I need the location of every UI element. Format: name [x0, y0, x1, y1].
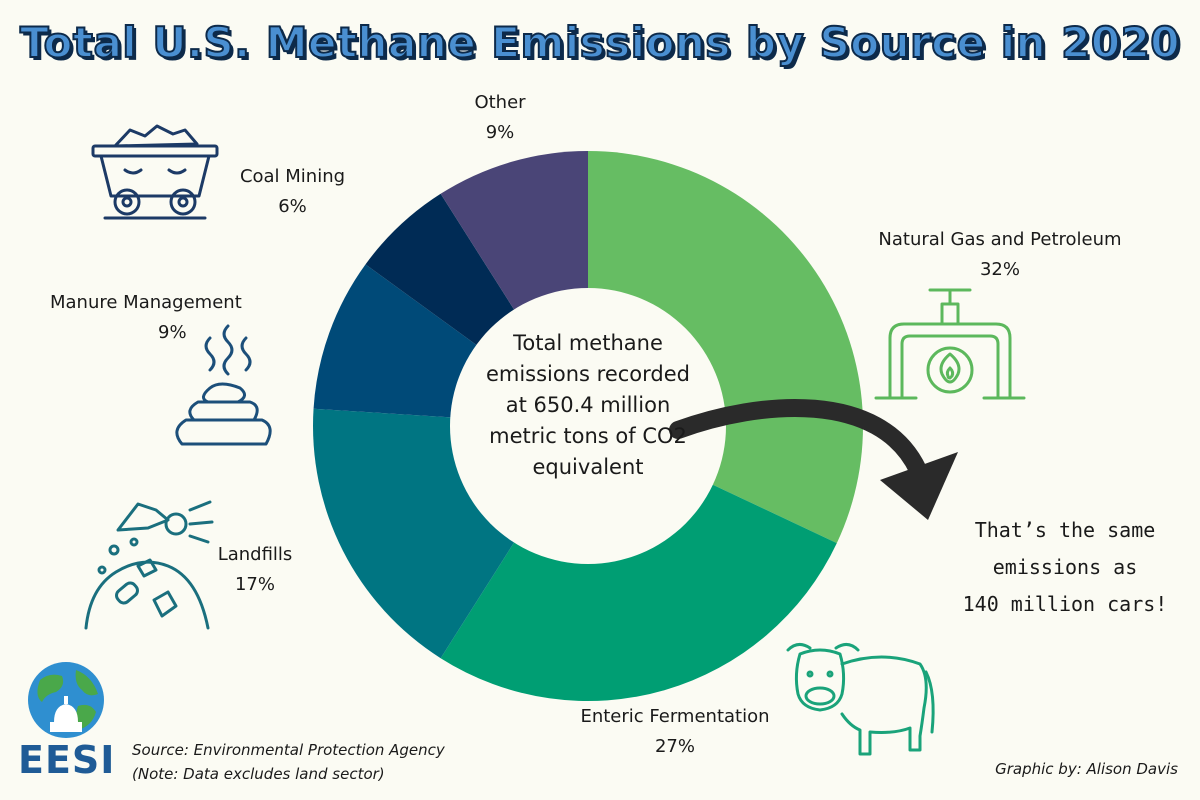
arrow-icon	[669, 398, 958, 520]
eesi-logo: EESI	[18, 738, 116, 782]
center-text: Total methane emissions recorded at 650.…	[485, 331, 691, 479]
pipeline-flame-icon	[874, 288, 1026, 400]
source-note: Source: Environmental Protection Agency …	[132, 741, 445, 783]
donut-hole	[450, 288, 726, 564]
label-other: Other 9%	[474, 92, 526, 143]
label-manure: Manure Management 9%	[50, 292, 242, 343]
label-landfills: Landfills 17%	[217, 544, 293, 595]
cars-note: That’s the same emissions as 140 million…	[962, 518, 1168, 616]
globe-capitol-icon	[28, 662, 104, 738]
label-natural-gas: Natural Gas and Petroleum 32%	[878, 229, 1122, 280]
label-coal-mining: Coal Mining 6%	[239, 166, 346, 217]
label-enteric: Enteric Fermentation 27%	[580, 706, 770, 757]
pie-slice-enteric-fermentation	[440, 426, 837, 701]
graphic-credit: Graphic by: Alison Davis	[995, 760, 1178, 778]
manure-icon	[175, 324, 272, 446]
coal-cart-icon	[91, 124, 219, 220]
landfill-icon	[84, 500, 214, 630]
cow-icon	[786, 643, 935, 756]
page-title: Total U.S. Methane Emissions by Source i…	[19, 17, 1181, 68]
